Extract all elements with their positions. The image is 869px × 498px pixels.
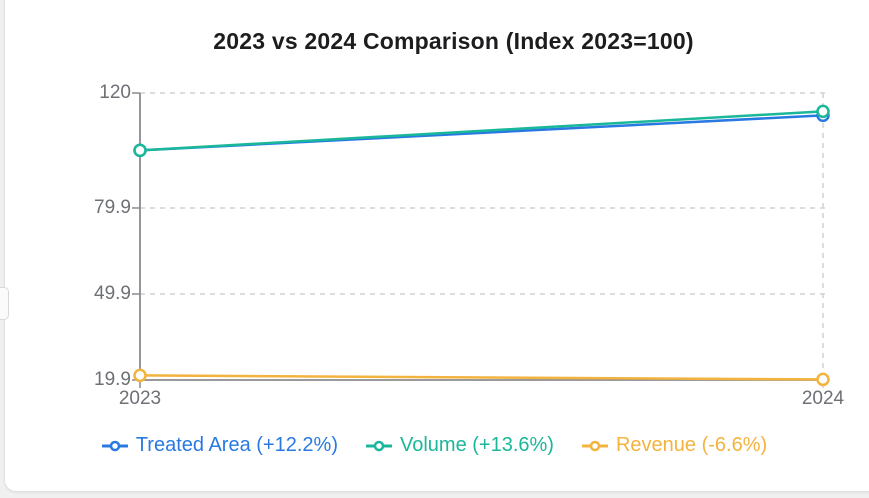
- legend-marker-icon: [581, 440, 608, 451]
- data-point-marker-revenue: [816, 372, 830, 387]
- series-line-revenue: [138, 374, 825, 381]
- x-axis-label: 2023: [118, 388, 162, 409]
- legend-item-label: Volume (+13.6%): [399, 434, 554, 456]
- drawer-handle[interactable]: [0, 287, 9, 320]
- y-axis-label: 19.9: [94, 369, 131, 390]
- chart-card: [4, 0, 869, 492]
- legend-item-treated-area[interactable]: Treated Area (+12.2%): [101, 434, 338, 457]
- data-point-marker-volume: [133, 143, 147, 158]
- legend-item-revenue[interactable]: Revenue (-6.6%): [581, 434, 768, 457]
- y-axis-label: 49.9: [94, 282, 131, 304]
- chart-legend: Treated Area (+12.2%) Volume (+13.6%) Reve…: [0, 434, 869, 457]
- series-line-volume: [138, 110, 825, 152]
- legend-marker-icon: [101, 440, 128, 451]
- x-axis-label: 2024: [801, 388, 845, 409]
- y-axis-label: 120: [99, 82, 131, 103]
- legend-item-label: Revenue (-6.6%): [615, 434, 768, 456]
- data-point-marker-volume: [816, 104, 830, 119]
- data-point-marker-revenue: [133, 368, 147, 383]
- legend-item-volume[interactable]: Volume (+13.6%): [365, 434, 554, 457]
- legend-item-label: Treated Area (+12.2%): [135, 434, 338, 456]
- y-axis-label: 79.9: [94, 196, 131, 218]
- legend-marker-icon: [365, 440, 392, 451]
- chart-title: 2023 vs 2024 Comparison (Index 2023=100): [213, 28, 694, 54]
